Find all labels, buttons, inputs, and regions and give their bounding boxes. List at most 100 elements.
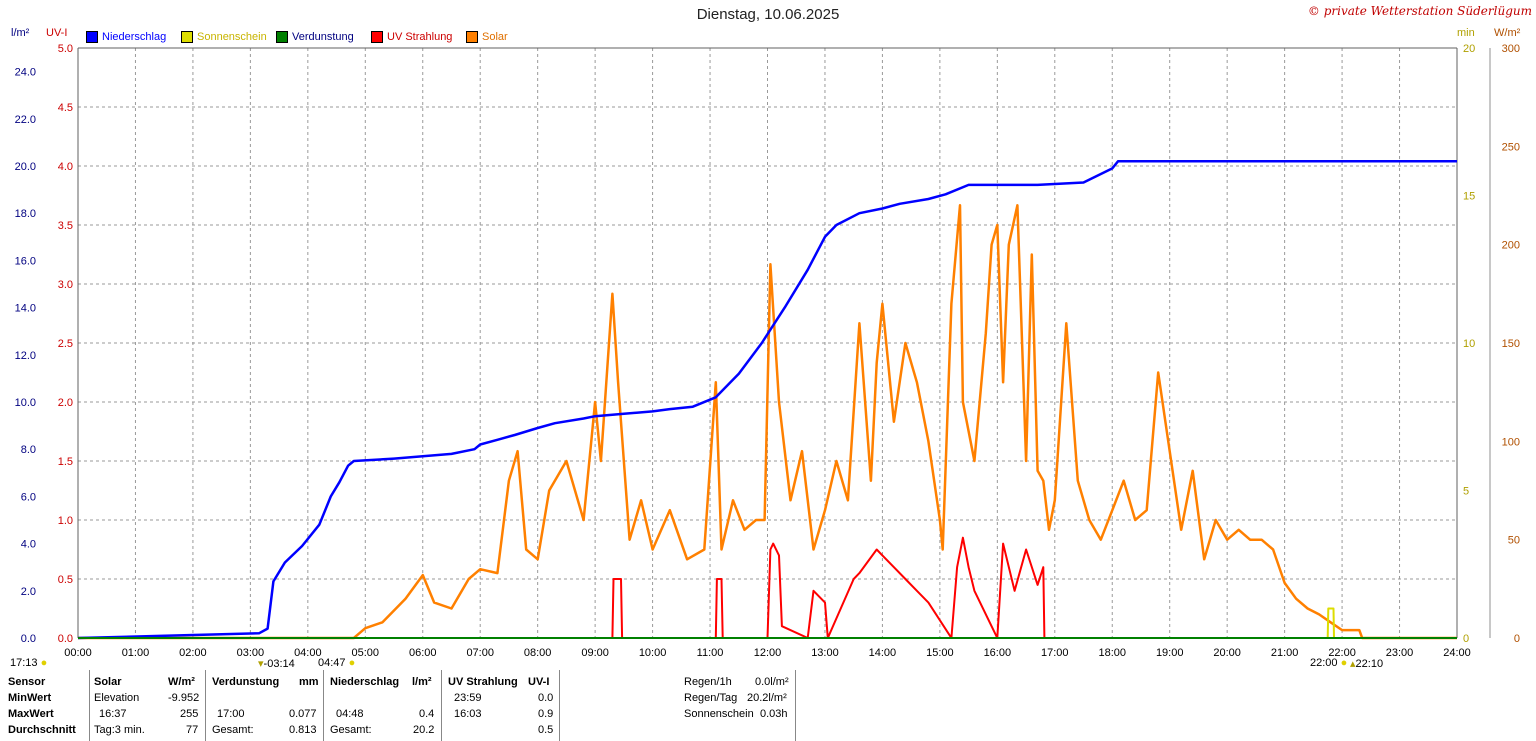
solar-tick-label: 150: [1502, 338, 1520, 350]
sun-tick-label: 20: [1463, 43, 1475, 55]
rain-tick-label: 20.0: [15, 161, 36, 173]
uv-tick-label: 3.0: [58, 279, 73, 291]
verdunstung-total-label: Gesamt:: [212, 724, 254, 736]
x-tick-label: 07:00: [466, 647, 494, 659]
legend-label: UV Strahlung: [387, 31, 453, 43]
solar-avg-label: Tag:3 min.: [94, 724, 145, 736]
uv-max-value: 0.9: [538, 708, 554, 720]
chart-series: [77, 160, 1457, 640]
x-tick-label: 08:00: [524, 647, 552, 659]
sonnenschein-value: 0.03h: [760, 708, 788, 720]
regen-tag-value: 20.2l/m²: [747, 692, 787, 704]
uv-max-time: 16:03: [454, 708, 482, 720]
uv-axis-unit: UV-I: [46, 27, 68, 39]
series-uv-strahlung: [78, 536, 1457, 639]
stats-header-verdunstung-unit: mm: [299, 676, 319, 688]
niederschlag-total-value: 20.2: [413, 724, 435, 736]
page-title: Dienstag, 10.06.2025: [696, 6, 840, 23]
x-tick-label: 22:00: [1328, 647, 1356, 659]
rain-tick-label: 18.0: [15, 208, 36, 220]
legend-item-uv: UV Strahlung: [371, 31, 452, 43]
regen-1h-value: 0.0l/m²: [755, 676, 789, 688]
rain-tick-label: 0.0: [21, 633, 36, 645]
chart-ticks: 00:00 01:00 02:00 03:00 04:00 05:00 06:00 07:00…: [15, 43, 1520, 659]
stats-header-sensor: Sensor: [8, 676, 46, 688]
legend-item-verdunstung: Verdunstung: [276, 31, 354, 43]
uv-tick-label: 5.0: [58, 43, 73, 55]
niederschlag-max-value: 0.4: [419, 708, 435, 720]
sunset-label: 22:00 ●: [1310, 657, 1348, 669]
verdunstung-max-time: 17:00: [217, 708, 245, 720]
solar-tick-label: 0: [1514, 633, 1520, 645]
uv-tick-label: 0.0: [58, 633, 73, 645]
x-tick-label: 09:00: [581, 647, 609, 659]
stats-header-niederschlag: Niederschlag: [330, 676, 400, 688]
stats-row-avg: Durchschnitt: [8, 724, 76, 736]
solar-tick-label: 50: [1508, 535, 1520, 547]
legend-swatch: [371, 31, 383, 43]
stats-header-verdunstung: Verdunstung: [212, 676, 280, 688]
rain-axis-unit: l/m²: [11, 27, 30, 39]
uv-tick-label: 1.5: [58, 456, 73, 468]
x-tick-label: 11:00: [697, 647, 724, 659]
uv-tick-label: 4.0: [58, 161, 73, 173]
verdunstung-total-value: 0.813: [289, 724, 317, 736]
uv-tick-label: 2.0: [58, 397, 73, 409]
stats-header-uv: UV Strahlung: [448, 676, 518, 688]
x-tick-label: 20:00: [1213, 647, 1241, 659]
legend-swatch: [86, 31, 98, 43]
legend-swatch: [466, 31, 478, 43]
x-tick-label: 21:00: [1271, 647, 1299, 659]
stats-header-uv-unit: UV-I: [528, 676, 550, 688]
sonnenschein-label: Sonnenschein: [684, 708, 754, 720]
rain-tick-label: 12.0: [15, 350, 36, 362]
rain-tick-label: 22.0: [15, 114, 36, 126]
x-tick-label: 04:00: [294, 647, 322, 659]
legend-item-solar: Solar: [466, 31, 508, 43]
legend-label: Sonnenschein: [197, 31, 267, 43]
x-tick-label: 05:00: [352, 647, 380, 659]
sunrise-label: 04:47 ●: [318, 657, 356, 669]
sun-axis-unit: min: [1457, 27, 1475, 39]
x-tick-label: 23:00: [1386, 647, 1414, 659]
regen-tag-label: Regen/Tag: [684, 692, 738, 704]
stats-header-niederschlag-unit: l/m²: [412, 676, 432, 688]
stats-row-max: MaxWert: [8, 708, 54, 720]
stats-header-solar-unit: W/m²: [168, 676, 195, 688]
legend-item-sonnenschein: Sonnenschein: [181, 31, 267, 43]
twilight-end-label: ▴22:10: [1350, 658, 1384, 670]
legend-swatch: [276, 31, 288, 43]
solar-axis-unit: W/m²: [1494, 27, 1521, 39]
rain-tick-label: 8.0: [21, 444, 36, 456]
regen-1h-label: Regen/1h: [684, 676, 732, 688]
legend-label: Verdunstung: [292, 31, 354, 43]
sun-tick-label: 10: [1463, 338, 1475, 350]
niederschlag-total-label: Gesamt:: [330, 724, 372, 736]
uv-tick-label: 3.5: [58, 220, 73, 232]
x-tick-label: 18:00: [1098, 647, 1126, 659]
uv-min-value: 0.0: [538, 692, 554, 704]
solar-tick-label: 300: [1502, 43, 1520, 55]
legend-swatch: [181, 31, 193, 43]
solar-min-value: -9.952: [168, 692, 200, 704]
sun-tick-label: 15: [1463, 191, 1475, 203]
x-tick-label: 15:00: [926, 647, 954, 659]
rain-tick-label: 10.0: [15, 397, 36, 409]
x-tick-label: 10:00: [639, 647, 667, 659]
x-tick-label: 01:00: [122, 647, 150, 659]
series-solar: [78, 204, 1457, 640]
x-tick-label: 19:00: [1156, 647, 1184, 659]
solar-tick-label: 200: [1502, 240, 1520, 252]
x-tick-label: 03:00: [237, 647, 265, 659]
solar-min-label: Elevation: [94, 692, 140, 704]
x-tick-label: 12:00: [754, 647, 782, 659]
uv-avg-value: 0.5: [538, 724, 554, 736]
sunrise-prev-label: 17:13 ●: [10, 657, 48, 669]
twilight-start-label: ▾-03:14: [258, 658, 295, 670]
uv-tick-label: 4.5: [58, 102, 73, 114]
uv-min-time: 23:59: [454, 692, 482, 704]
x-tick-label: 00:00: [64, 647, 92, 659]
verdunstung-max-value: 0.077: [289, 708, 317, 720]
x-tick-label: 02:00: [179, 647, 207, 659]
